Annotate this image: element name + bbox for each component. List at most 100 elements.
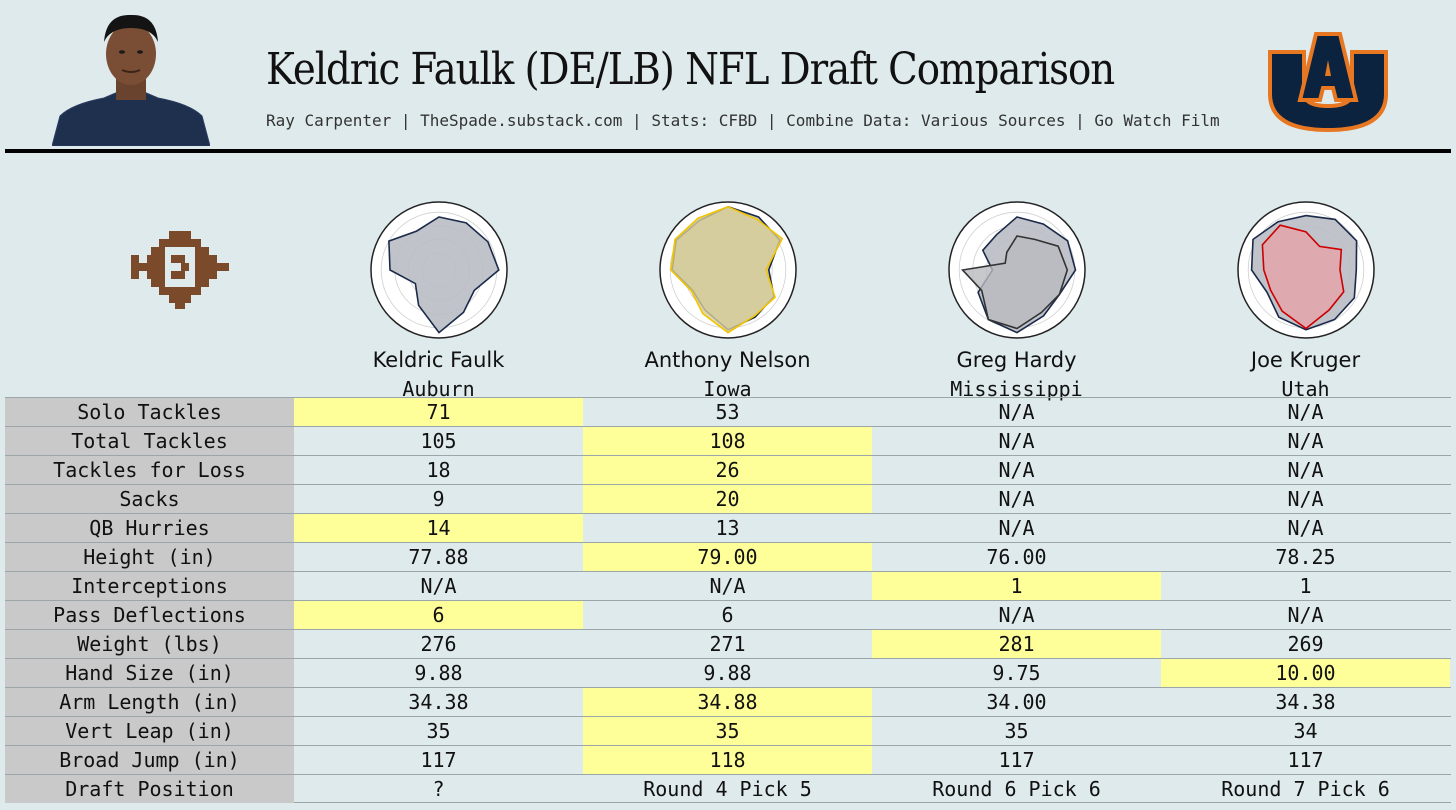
table-row: Pass Deflections 6 6 N/A N/A [5,600,1451,629]
player-name: Joe Kruger [1250,348,1361,372]
row-label: Broad Jump (in) [5,746,294,774]
player-name: Keldric Faulk [372,348,505,372]
table-cell: 9.88 [414,661,463,685]
table-row: Interceptions N/A N/A 1 1 [5,571,1451,600]
table-cell: 117 [998,748,1035,772]
auburn-au-logo-icon [1262,30,1394,134]
table-cell: N/A [1287,400,1324,424]
table-cell: 105 [420,429,457,453]
table-row: Total Tackles 105 108 N/A N/A [5,426,1451,455]
player-column: Keldric Faulk Auburn [294,198,583,404]
row-label: Height (in) [5,543,294,571]
page-subtitle: Ray Carpenter | TheSpade.substack.com | … [266,111,1220,130]
radar-player-polygon [1261,224,1345,330]
table-cell: 35 [426,719,451,743]
table-cell: 271 [709,632,746,656]
row-label: Draft Position [5,775,294,803]
player-name: Greg Hardy [956,348,1077,372]
table-cell-best: 79.00 [583,543,872,571]
table-cell-best: 20 [583,485,872,513]
player-headshot-avatar [52,12,210,146]
player-column: Joe Kruger Utah [1161,198,1450,404]
table-cell: N/A [1287,458,1324,482]
table-cell: N/A [1287,487,1324,511]
table-cell: N/A [1287,429,1324,453]
table-row: Weight (lbs) 276 271 281 269 [5,629,1451,658]
table-cell: N/A [998,458,1035,482]
row-label: Arm Length (in) [5,688,294,716]
table-cell: 117 [1287,748,1324,772]
table-cell: 276 [420,632,457,656]
row-label: Solo Tackles [5,398,294,426]
table-row: Vert Leap (in) 35 35 35 34 [5,716,1451,745]
table-cell: N/A [1287,516,1324,540]
table-cell: Round 6 Pick 6 [932,777,1101,801]
row-label: Weight (lbs) [5,630,294,658]
table-row: Arm Length (in) 34.38 34.88 34.00 34.38 [5,687,1451,716]
table-cell: N/A [998,429,1035,453]
table-cell: 9.88 [703,661,752,685]
row-label: Vert Leap (in) [5,717,294,745]
radar-player-polygon [960,235,1068,330]
table-cell: N/A [998,400,1035,424]
row-label: Total Tackles [5,427,294,455]
table-cell: N/A [998,603,1035,627]
table-cell: N/A [709,574,746,598]
table-cell: 76.00 [986,545,1047,569]
table-row: Hand Size (in) 9.88 9.88 9.75 10.00 [5,658,1451,687]
page-title: Keldric Faulk (DE/LB) NFL Draft Comparis… [266,44,1115,95]
table-row: Broad Jump (in) 117 118 117 117 [5,745,1451,774]
table-cell: 269 [1287,632,1324,656]
table-row: Tackles for Loss 18 26 N/A N/A [5,455,1451,484]
table-row: Draft Position? Round 4 Pick 5 Round 6 Pic… [5,774,1451,803]
player-radar-chart [947,201,1086,339]
table-cell: N/A [998,487,1035,511]
player-radar-chart [1236,201,1375,339]
row-label: QB Hurries [5,514,294,542]
table-cell-best: 35 [583,717,872,745]
table-cell: 1 [1299,574,1312,598]
table-cell-best: 26 [583,456,872,484]
table-cell-best: 108 [583,427,872,455]
table-cell-best: 6 [294,601,583,629]
table-cell: 35 [1004,719,1029,743]
row-label: Sacks [5,485,294,513]
table-cell: 34.00 [986,690,1047,714]
player-radar-chart [658,201,797,339]
player-column: Greg Hardy Mississippi [872,198,1161,404]
table-cell: 53 [715,400,740,424]
row-label: Pass Deflections [5,601,294,629]
table-cell: 78.25 [1275,545,1336,569]
table-cell: Round 7 Pick 6 [1221,777,1390,801]
table-cell: N/A [420,574,457,598]
spade-brand-icon [131,231,229,309]
table-cell-best: 1 [872,572,1161,600]
row-label: Interceptions [5,572,294,600]
table-row: Sacks 9 20 N/A N/A [5,484,1451,513]
table-cell: N/A [998,516,1035,540]
table-cell-best: 14 [294,514,583,542]
radar-player-polygon [669,205,783,334]
table-cell-best: 71 [294,398,583,426]
radar-baseline-polygon [387,216,500,334]
table-row: Solo Tackles 71 53 N/A N/A [5,397,1451,426]
table-row: QB Hurries 14 13 N/A N/A [5,513,1451,542]
player-name: Anthony Nelson [644,348,811,372]
table-cell: 117 [420,748,457,772]
table-cell: 6 [721,603,734,627]
player-column: Anthony Nelson Iowa [583,198,872,404]
comparison-table: Solo Tackles 71 53 N/A N/A Total Tackles 105 10… [5,397,1451,803]
header: Keldric Faulk (DE/LB) NFL Draft Comparis… [0,0,1456,150]
table-cell-best: 10.00 [1161,659,1450,687]
table-cell: 9.75 [992,661,1041,685]
table-cell-best: 281 [872,630,1161,658]
table-cell: Round 4 Pick 5 [643,777,812,801]
table-cell: 34 [1293,719,1318,743]
table-cell-best: 34.88 [583,688,872,716]
table-cell: 34.38 [408,690,469,714]
table-cell: N/A [1287,603,1324,627]
table-cell: 34.38 [1275,690,1336,714]
table-cell: 77.88 [408,545,469,569]
header-divider [5,149,1451,153]
table-cell: 13 [715,516,740,540]
